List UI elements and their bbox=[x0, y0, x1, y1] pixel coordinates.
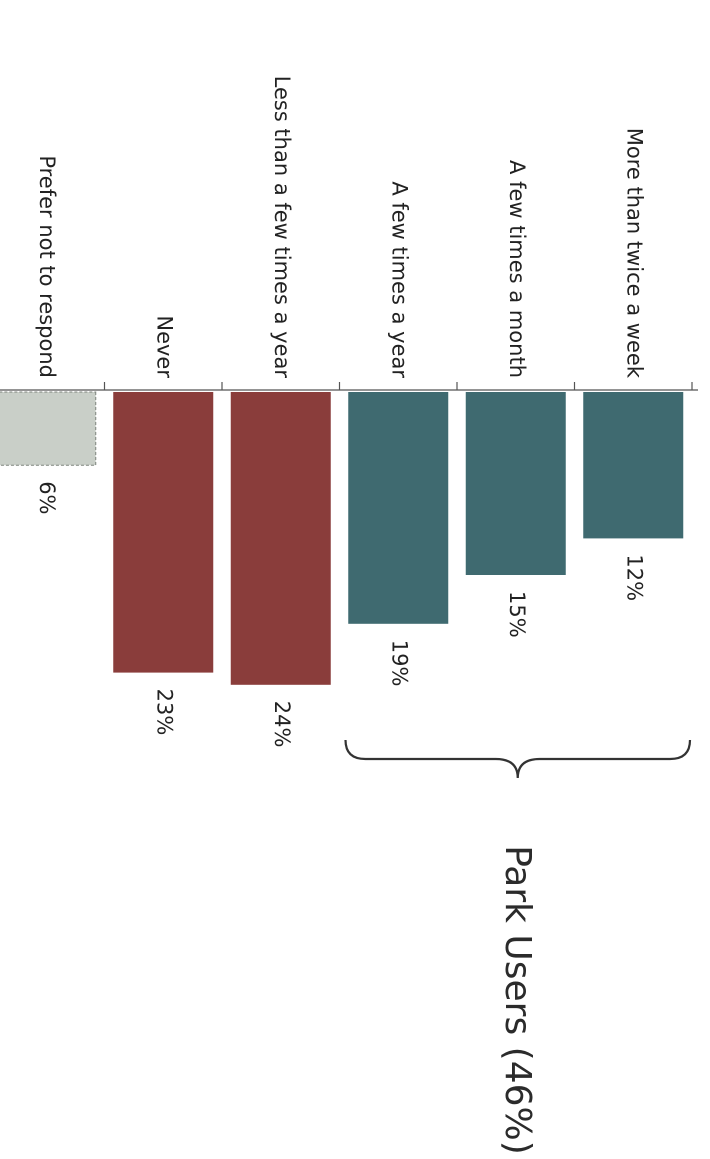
bar bbox=[113, 392, 214, 673]
category-labels: More than twice a week A few times a mont… bbox=[35, 76, 647, 379]
category-label: A few times a month bbox=[505, 160, 529, 378]
value-label: 6% bbox=[35, 481, 59, 514]
value-label: 23% bbox=[152, 689, 176, 736]
park-users-label: Park Users (46%) bbox=[497, 845, 538, 1155]
value-label: 12% bbox=[622, 554, 646, 601]
bar bbox=[0, 391, 97, 466]
bar bbox=[583, 392, 684, 539]
bars-group bbox=[0, 391, 684, 685]
value-label: 24% bbox=[270, 701, 294, 748]
chart-plot-area: More than twice a week A few times a mont… bbox=[0, 76, 698, 1155]
category-label: Less than a few times a year bbox=[270, 76, 294, 379]
category-label: A few times a year bbox=[387, 181, 411, 378]
park-users-brace bbox=[344, 739, 692, 779]
value-label: 15% bbox=[505, 591, 529, 638]
value-labels: 12% 15% 19% 24% 23% 6% bbox=[35, 481, 647, 747]
bar bbox=[465, 392, 566, 575]
category-axis-ticks bbox=[103, 382, 693, 390]
bar bbox=[230, 392, 331, 685]
category-label: Prefer not to respond bbox=[35, 155, 59, 378]
value-label: 19% bbox=[387, 640, 411, 687]
category-label: Never bbox=[152, 315, 176, 378]
bar bbox=[348, 392, 449, 624]
category-label: More than twice a week bbox=[622, 128, 646, 379]
